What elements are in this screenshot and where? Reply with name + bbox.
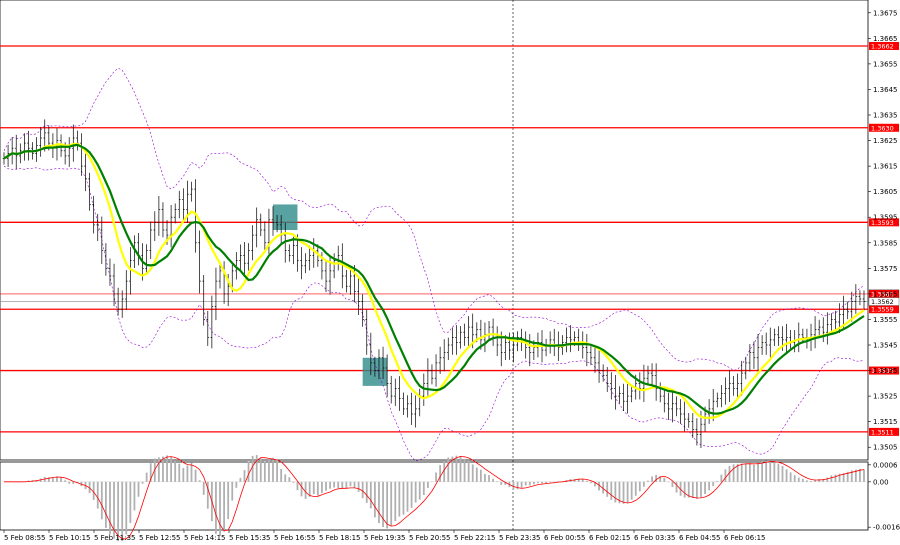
time-tick-label: 5 Feb 08:55 xyxy=(4,534,45,542)
price-tick-label: 1.3655 xyxy=(873,60,898,68)
time-tick-label: 6 Feb 02:15 xyxy=(589,534,630,542)
current-price-label: 1.3562 xyxy=(871,298,894,306)
price-tick-label: 1.3635 xyxy=(873,112,898,120)
price-panel-frame xyxy=(0,0,869,461)
time-tick-label: 6 Feb 03:35 xyxy=(634,534,675,542)
price-tick-label: 1.3575 xyxy=(873,265,898,273)
time-tick-label: 5 Feb 18:15 xyxy=(319,534,360,542)
upper-band xyxy=(3,67,865,371)
time-tick-label: 5 Feb 12:55 xyxy=(139,534,180,542)
time-axis: 5 Feb 08:55 5 Feb 10:15 5 Feb 11:35 5 Feb 1… xyxy=(3,530,765,542)
price-tick-label: 1.3565 xyxy=(873,290,898,298)
level-tag xyxy=(869,427,899,436)
lower-band xyxy=(3,165,865,462)
level-label: 1.3662 xyxy=(871,43,894,51)
level-label: 1.3511 xyxy=(871,428,894,436)
time-tick-label: 5 Feb 19:35 xyxy=(364,534,405,542)
time-tick-label: 6 Feb 04:55 xyxy=(679,534,720,542)
price-axis: 1.3675 1.3665 1.3655 1.3645 1.3635 1.3625 1.36… xyxy=(868,9,898,452)
time-tick-label: 5 Feb 20:55 xyxy=(409,534,450,542)
current-price-tag xyxy=(868,297,900,306)
price-tick-label: 1.3525 xyxy=(873,393,898,401)
envelope-bands xyxy=(3,67,865,462)
price-tick-label: 1.3535 xyxy=(873,367,898,375)
fast-moving-average xyxy=(3,142,865,419)
level-label: 1.3559 xyxy=(871,306,894,314)
time-tick-label: 5 Feb 15:35 xyxy=(229,534,270,542)
level-tag xyxy=(869,305,899,314)
time-tick-label: 5 Feb 16:55 xyxy=(274,534,315,542)
price-tick-label: 1.3625 xyxy=(873,137,898,145)
level-label: 1.3630 xyxy=(871,124,894,132)
time-tick-label: 5 Feb 22:15 xyxy=(454,534,495,542)
oscillator-tick-label: 0.00 xyxy=(873,478,889,486)
price-tick-label: 1.3595 xyxy=(873,214,898,222)
current-price-label: 1.3565 xyxy=(871,290,894,298)
price-tick-label: 1.3505 xyxy=(873,444,898,452)
oscillator-panel: 0.0006 0.00 -0.0016 xyxy=(0,454,900,542)
horizontal-levels: 1.3662 1.3630 1.3593 1.3559 1.3535 1.3511 1.35… xyxy=(0,42,900,436)
oscillator-tick-label: 0.0006 xyxy=(873,461,898,469)
price-tick-label: 1.3665 xyxy=(873,35,898,43)
price-tick-label: 1.3555 xyxy=(873,316,898,324)
oscillator-tick-label: -0.0016 xyxy=(873,524,900,532)
price-tick-label: 1.3645 xyxy=(873,86,898,94)
slow-moving-average xyxy=(3,143,865,415)
time-tick-label: 5 Feb 11:35 xyxy=(94,534,135,542)
price-tick-label: 1.3615 xyxy=(873,163,898,171)
grid xyxy=(0,0,869,531)
time-tick-label: 6 Feb 06:15 xyxy=(724,534,765,542)
level-tag xyxy=(869,366,899,375)
price-tick-label: 1.3675 xyxy=(873,9,898,17)
level-tag xyxy=(869,123,899,132)
time-tick-label: 5 Feb 23:35 xyxy=(499,534,540,542)
moving-averages xyxy=(3,142,865,419)
price-tick-label: 1.3545 xyxy=(873,342,898,350)
level-label: 1.3535 xyxy=(871,367,894,375)
time-tick-label: 5 Feb 10:15 xyxy=(49,534,90,542)
level-tag xyxy=(869,42,899,50)
level-tag xyxy=(869,218,899,227)
time-tick-label: 6 Feb 00:55 xyxy=(544,534,585,542)
oscillator-signal-line xyxy=(4,456,865,540)
level-label: 1.3593 xyxy=(871,219,894,227)
price-tick-label: 1.3515 xyxy=(873,418,898,426)
price-tick-label: 1.3605 xyxy=(873,188,898,196)
time-tick-label: 5 Feb 14:15 xyxy=(184,534,225,542)
price-tick-label: 1.3585 xyxy=(873,239,898,247)
